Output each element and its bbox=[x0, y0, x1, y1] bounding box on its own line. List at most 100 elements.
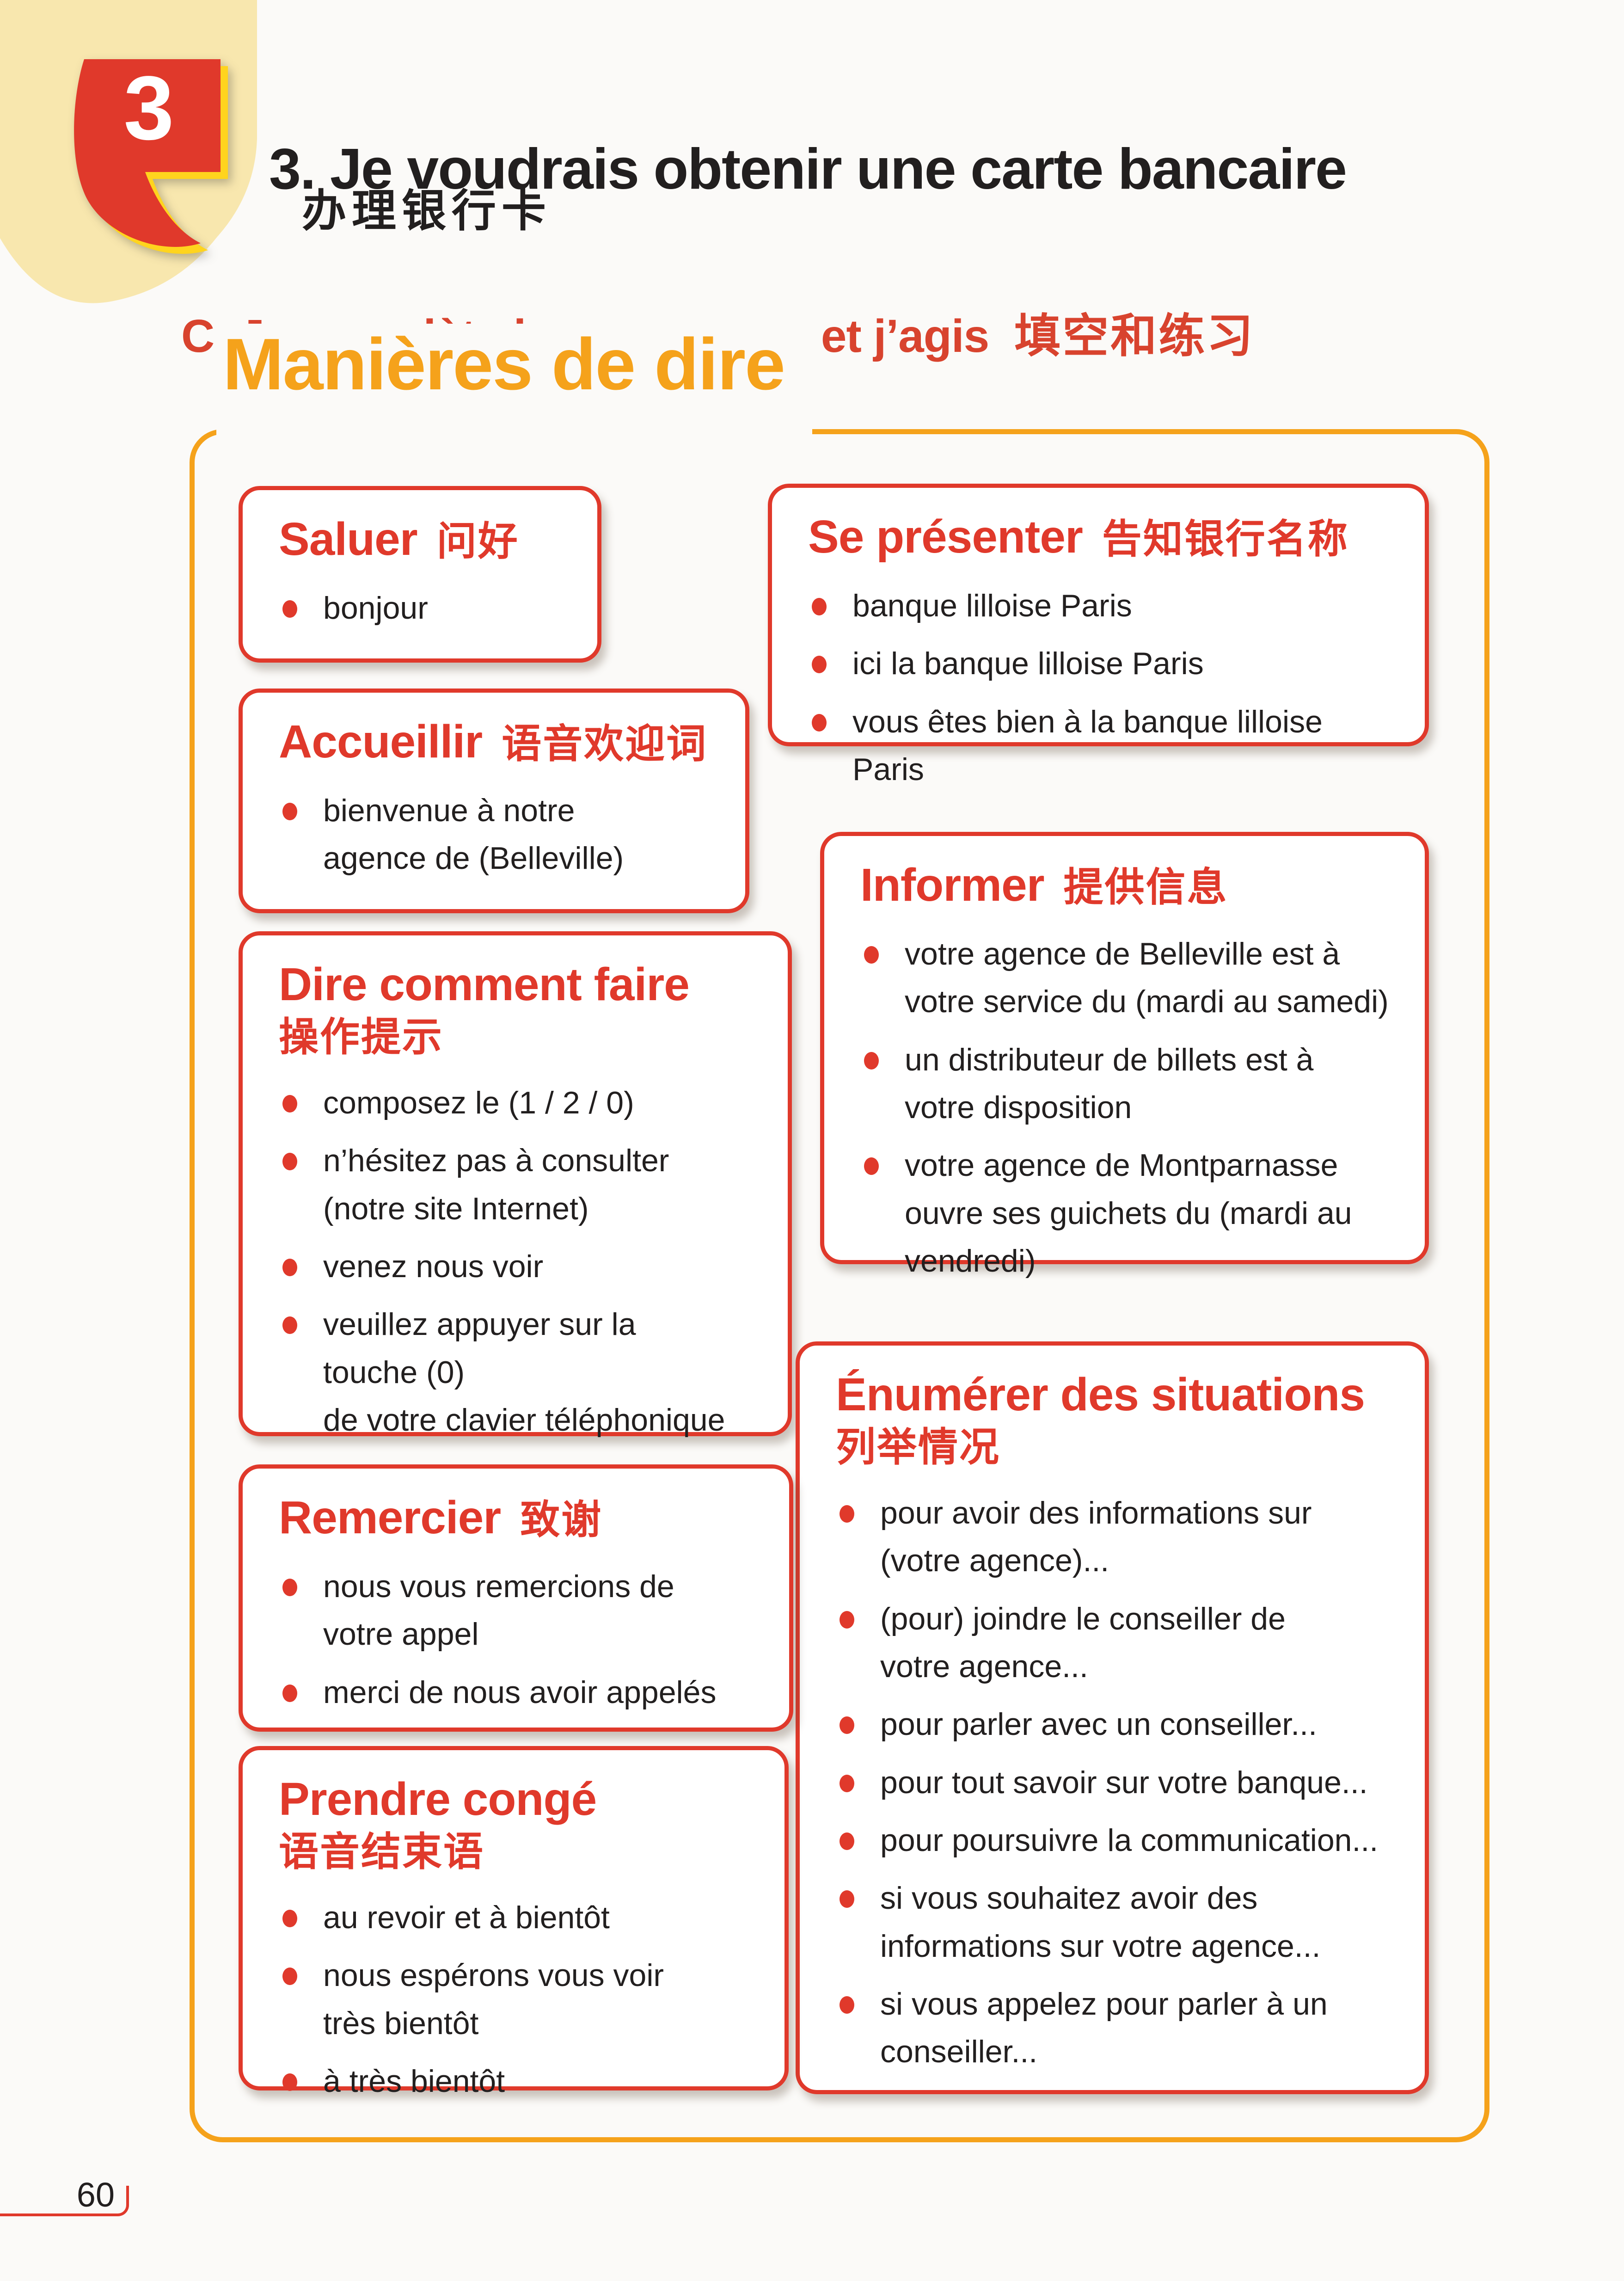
bullet-dot-icon bbox=[840, 1890, 854, 1908]
box-title: Remercier 致谢 bbox=[279, 1493, 764, 1543]
page-title: 3. Je voudrais obtenir une carte bancair… bbox=[269, 137, 1347, 202]
box-title-fr: Accueillir bbox=[279, 716, 483, 768]
bullet-dot-icon bbox=[864, 1157, 879, 1175]
phrase-list: bienvenue à notre agence de (Belleville) bbox=[279, 787, 720, 883]
phrase-item: si vous appelez pour parler à un conseil… bbox=[836, 1980, 1399, 2076]
box-saluer: Saluer 问好 bonjour bbox=[239, 486, 601, 663]
bullet-dot-icon bbox=[864, 1051, 879, 1070]
exercise-subtitle-chinese: 填空和练习 bbox=[1014, 310, 1255, 362]
phrase-text: votre agence de Montparnasse ouvre ses g… bbox=[905, 1148, 1352, 1279]
bullet-dot-icon bbox=[840, 1996, 854, 2014]
phrase-item: ici la banque lilloise Paris bbox=[808, 640, 1399, 688]
phrase-item: merci de nous avoir appelés bbox=[279, 1669, 764, 1716]
box-title: Informer 提供信息 bbox=[860, 860, 1399, 910]
phrase-item: votre agence de Belleville est à votre s… bbox=[860, 930, 1399, 1026]
bullet-dot-icon bbox=[812, 656, 827, 674]
bullet-dot-icon bbox=[840, 1774, 854, 1792]
box-title-zh: 问好 bbox=[436, 519, 519, 564]
phrase-item: à très bientôt bbox=[279, 2058, 759, 2105]
chapter-number: 3 bbox=[123, 57, 174, 159]
box-title: Accueillir 语音欢迎词 bbox=[279, 717, 720, 767]
phrase-text: venez nous voir bbox=[323, 1248, 544, 1284]
phrase-text: bonjour bbox=[323, 590, 428, 626]
phrase-item: veuillez appuyer sur la touche (0) de vo… bbox=[279, 1301, 762, 1444]
box-title-fr: Saluer bbox=[279, 513, 418, 565]
phrase-item: pour poursuivre la communication... bbox=[836, 1817, 1399, 1864]
phrase-text: à très bientôt bbox=[323, 2063, 505, 2099]
phrase-text: nous espérons vous voir très bientôt bbox=[323, 1958, 664, 2041]
phrase-item: pour tout savoir sur votre banque... bbox=[836, 1759, 1399, 1807]
phrase-text: si vous souhaitez avoir des informations… bbox=[880, 1881, 1321, 1964]
phrase-item: un distributeur de billets est à votre d… bbox=[860, 1036, 1399, 1132]
phrase-text: veuillez appuyer sur la touche (0) de vo… bbox=[323, 1307, 725, 1438]
chapter-badge-red-shape bbox=[74, 59, 221, 247]
bullet-dot-icon bbox=[840, 1611, 854, 1629]
phrase-text: (pour) joindre le conseiller de votre ag… bbox=[880, 1601, 1286, 1684]
bullet-dot-icon bbox=[812, 713, 827, 732]
box-title-zh: 告知银行名称 bbox=[1102, 517, 1349, 561]
box-title-fr: Se présenter bbox=[808, 511, 1083, 563]
box-title-fr: Énumérer des situations bbox=[836, 1369, 1365, 1420]
phrase-item: si vous souhaitez avoir des informations… bbox=[836, 1875, 1399, 1970]
bullet-dot-icon bbox=[282, 803, 297, 820]
phrase-text: nous vous remercions de votre appel bbox=[323, 1569, 674, 1652]
box-title: Énumérer des situations 列举情况 bbox=[836, 1370, 1399, 1469]
phrase-list: au revoir et à bientôt nous espérons vou… bbox=[279, 1894, 759, 2105]
bullet-dot-icon bbox=[282, 1258, 297, 1276]
box-title-zh: 列举情况 bbox=[836, 1425, 1000, 1469]
chapter-corner-decoration bbox=[0, 0, 257, 303]
box-title: Prendre congé 语音结束语 bbox=[279, 1774, 759, 1874]
phrase-text: au revoir et à bientôt bbox=[323, 1900, 610, 1935]
phrase-item: vous êtes bien à la banque lilloise Pari… bbox=[808, 698, 1399, 794]
box-title: Se présenter 告知银行名称 bbox=[808, 512, 1399, 562]
phrase-text: si vous appelez pour parler à un conseil… bbox=[880, 1986, 1328, 2070]
phrase-text: n’hésitez pas à consulter (notre site In… bbox=[323, 1143, 669, 1226]
phrase-text: pour poursuivre la communication... bbox=[880, 1823, 1379, 1858]
box-title-zh: 语音欢迎词 bbox=[502, 722, 708, 766]
box-informer: Informer 提供信息 votre agence de Belleville … bbox=[820, 832, 1429, 1279]
phrases-frame: Saluer 问好 bonjour Se présenter 告知银行名称 banq… bbox=[190, 429, 1489, 2142]
bullet-dot-icon bbox=[282, 600, 297, 618]
phrase-text: votre agence de Belleville est à votre s… bbox=[905, 936, 1389, 1020]
phrase-item: banque lilloise Paris bbox=[808, 582, 1399, 630]
bullet-dot-icon bbox=[282, 1967, 297, 1986]
phrase-item: venez nous voir bbox=[279, 1243, 762, 1291]
bullet-dot-icon bbox=[840, 1716, 854, 1734]
box-title: Dire comment faire 操作提示 bbox=[279, 959, 762, 1059]
phrase-list: votre agence de Belleville est à votre s… bbox=[860, 930, 1399, 1285]
box-enumerer-situations: Énumérer des situations 列举情况 pour avoir d… bbox=[796, 1341, 1429, 2094]
box-title-zh: 操作提示 bbox=[279, 1015, 443, 1059]
phrase-item: bonjour bbox=[279, 584, 572, 632]
box-title-fr: Prendre congé bbox=[279, 1773, 597, 1825]
box-remercier: Remercier 致谢 nous vous remercions de votr… bbox=[239, 1464, 793, 1732]
phrase-item: (pour) joindre le conseiller de votre ag… bbox=[836, 1595, 1399, 1691]
phrase-text: ici la banque lilloise Paris bbox=[852, 646, 1204, 682]
phrase-list: banque lilloise Paris ici la banque lill… bbox=[808, 582, 1399, 793]
phrase-item: au revoir et à bientôt bbox=[279, 1894, 759, 1942]
page-title-chinese: 办理银行卡 bbox=[302, 186, 552, 236]
phrase-item: n’hésitez pas à consulter (notre site In… bbox=[279, 1137, 762, 1233]
phrase-text: pour tout savoir sur votre banque... bbox=[880, 1765, 1368, 1800]
box-prendre-conge: Prendre congé 语音结束语 au revoir et à bientô… bbox=[239, 1746, 789, 2099]
box-title: Saluer 问好 bbox=[279, 514, 572, 564]
phrase-text: un distributeur de billets est à votre d… bbox=[905, 1042, 1314, 1125]
page-number-bracket bbox=[0, 2186, 129, 2216]
box-title-zh: 语音结束语 bbox=[279, 1830, 484, 1874]
box-title-fr: Remercier bbox=[279, 1492, 501, 1543]
page-number: 60 bbox=[76, 2176, 115, 2214]
phrase-item: votre agence de Montparnasse ouvre ses g… bbox=[860, 1142, 1399, 1285]
bullet-dot-icon bbox=[282, 1316, 297, 1334]
box-dire-comment-faire: Dire comment faire 操作提示 composez le (1 / … bbox=[239, 931, 792, 1438]
phrase-text: composez le (1 / 2 / 0) bbox=[323, 1085, 634, 1120]
phrase-item: bienvenue à notre agence de (Belleville) bbox=[279, 787, 720, 883]
phrase-list: composez le (1 / 2 / 0) n’hésitez pas à … bbox=[279, 1079, 762, 1445]
phrase-text: vous êtes bien à la banque lilloise Pari… bbox=[852, 704, 1323, 787]
bullet-dot-icon bbox=[840, 1832, 854, 1851]
bullet-dot-icon bbox=[282, 1153, 297, 1171]
bullet-dot-icon bbox=[282, 1579, 297, 1596]
phrase-list: bonjour bbox=[279, 584, 572, 632]
bullet-dot-icon bbox=[282, 1684, 297, 1702]
phrase-item: nous vous remercions de votre appel bbox=[279, 1563, 764, 1659]
box-se-presenter: Se présenter 告知银行名称 banque lilloise Paris… bbox=[768, 484, 1429, 787]
box-title-fr: Informer bbox=[860, 859, 1045, 911]
